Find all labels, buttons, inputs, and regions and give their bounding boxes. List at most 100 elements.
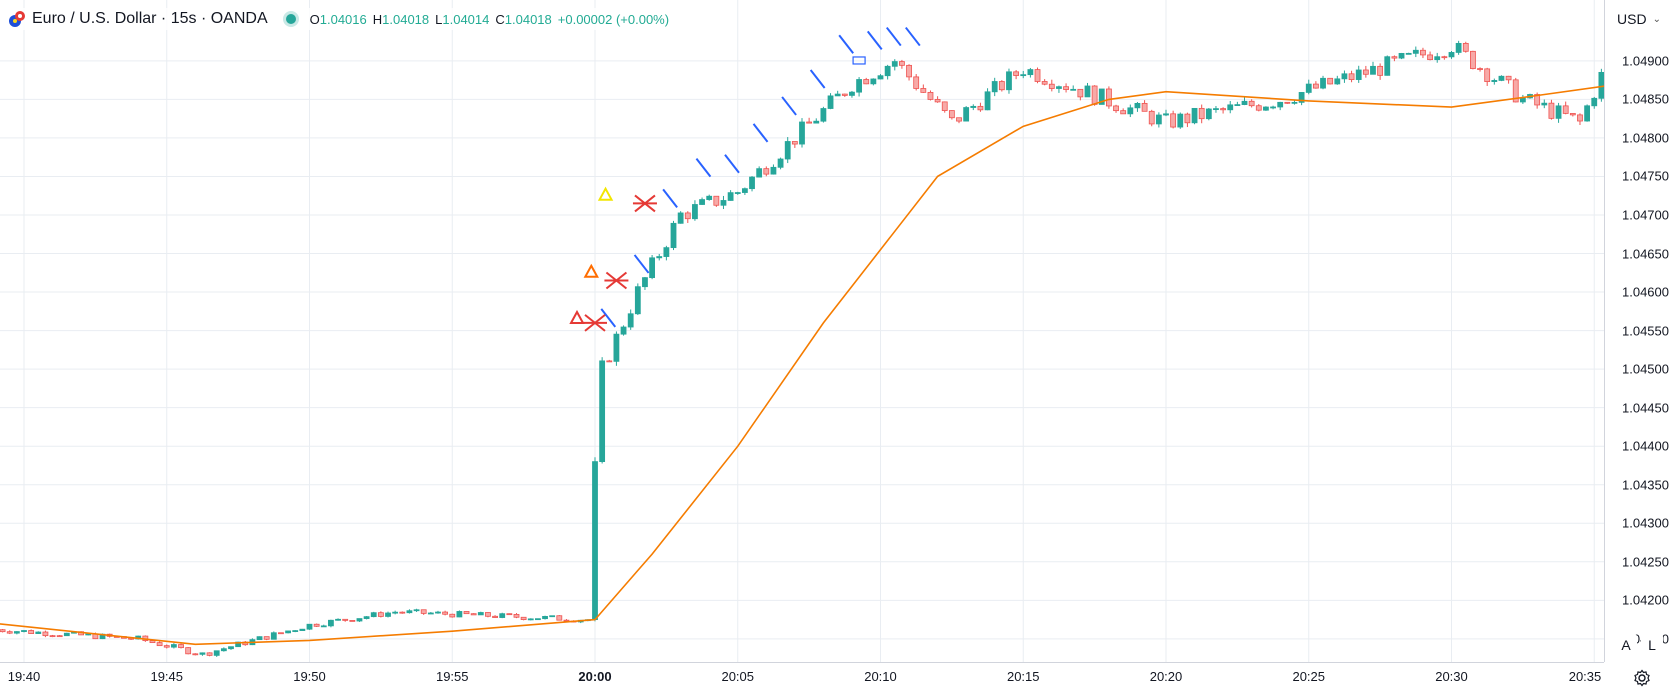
candle-body: [806, 121, 813, 124]
triangle-marker: [583, 263, 599, 278]
triangle-marker: [569, 309, 585, 325]
candle-body: [1077, 88, 1084, 98]
drawing-stroke: [695, 157, 712, 178]
candle-body: [1498, 75, 1505, 81]
time-tick-label: 20:05: [721, 669, 755, 684]
candle-body: [213, 650, 220, 656]
candle-body: [1362, 69, 1369, 75]
price-tick-label: 1.04750: [1622, 168, 1669, 184]
candle-body: [420, 609, 427, 614]
candle-body: [642, 277, 648, 288]
price-tick-label: 1.04500: [1622, 361, 1669, 377]
candle-body: [599, 360, 606, 463]
candle-body: [934, 99, 941, 103]
time-tick-label: 20:30: [1435, 669, 1468, 684]
candle-body: [1063, 86, 1069, 90]
candle-body: [1391, 56, 1398, 59]
candle-body: [377, 612, 384, 617]
candle-body: [1420, 49, 1426, 56]
candle-body: [449, 613, 456, 618]
close-value: 1.04018: [504, 11, 552, 27]
time-tick-label: 20:35: [1568, 669, 1602, 684]
currency-selector[interactable]: USD ⌄: [1613, 6, 1667, 32]
time-tick-label: 19:55: [435, 669, 469, 684]
candle-body: [1270, 106, 1276, 109]
candle-body: [1191, 107, 1198, 124]
candle-body: [485, 612, 491, 617]
candle-body: [1427, 54, 1433, 61]
price-tick-label: 1.04850: [1622, 91, 1669, 107]
drawing-stroke: [662, 188, 678, 209]
candle-body: [1320, 77, 1326, 89]
candle-body: [220, 648, 227, 652]
candle-body: [692, 204, 698, 220]
candle-body: [513, 614, 520, 618]
candle-body: [292, 630, 299, 632]
chart-pane[interactable]: Euro / U.S. Dollar · 15s · OANDA O 1.0401…: [0, 0, 1604, 663]
candle-body: [163, 645, 170, 648]
candle-body: [1441, 56, 1448, 59]
candle-body: [1484, 68, 1491, 82]
high-value: 1.04018: [382, 11, 430, 27]
candle-body: [156, 642, 163, 647]
candle-body: [998, 81, 1005, 91]
candle-body: [813, 120, 820, 124]
price-scale[interactable]: USD ⌄ 1.04900 1.04850 1.04800 1.04750 1.0470…: [1604, 0, 1674, 662]
time-tick-label: 19:45: [150, 669, 184, 684]
drawing-stroke: [885, 26, 902, 47]
price-chart[interactable]: [0, 0, 1604, 662]
candle-body: [1113, 105, 1119, 112]
candle-body: [1384, 56, 1391, 76]
candle-body: [1134, 102, 1141, 109]
candle-body: [349, 620, 356, 622]
market-status-icon[interactable]: [285, 14, 296, 24]
candle-body: [1084, 85, 1091, 98]
time-axis[interactable]: 19:40 19:45 19:50 19:55 20:00 20:05 20:10 20:15…: [0, 663, 1604, 694]
candle-body: [834, 93, 841, 97]
candle-body: [1056, 86, 1062, 89]
candle-body: [1398, 52, 1405, 59]
candle-body: [42, 631, 49, 637]
candle-body: [649, 257, 655, 279]
candle-body: [592, 461, 598, 621]
candle-body: [170, 644, 177, 648]
symbol-title[interactable]: Euro / U.S. Dollar · 15s · OANDA: [32, 10, 268, 27]
open-value: 1.04016: [319, 11, 367, 27]
drawing-stroke: [866, 30, 883, 51]
candle-body: [199, 652, 206, 655]
candle-body: [927, 91, 934, 100]
candle-body: [363, 616, 370, 619]
candle-body: [1098, 88, 1105, 105]
candle-body: [706, 195, 713, 200]
candle-body: [756, 168, 763, 178]
candle-body: [6, 631, 13, 634]
drawing-stroke: [724, 154, 740, 174]
candle-body: [1298, 92, 1305, 103]
candle-body: [1120, 110, 1127, 115]
candle-body: [1220, 108, 1226, 111]
gear-icon[interactable]: [1632, 668, 1652, 688]
candle-body: [285, 630, 291, 634]
candle-body: [1263, 106, 1269, 111]
log-scale-button[interactable]: L: [1641, 634, 1663, 656]
candle-body: [1141, 102, 1148, 112]
candle-body: [1562, 105, 1569, 114]
candle-body: [435, 611, 441, 614]
drawing-box: [852, 56, 866, 65]
candle-body: [1277, 101, 1284, 108]
candle-body: [313, 623, 320, 627]
drawing-stroke: [781, 96, 797, 116]
candle-body: [492, 615, 498, 618]
candle-body: [1091, 85, 1098, 105]
candle-body: [727, 192, 734, 201]
candle-body: [1170, 113, 1177, 128]
candle-body: [1455, 42, 1462, 53]
candle-body: [941, 101, 948, 111]
drawing-stroke: [633, 254, 650, 274]
high-key: H: [372, 11, 383, 27]
candle-body: [1020, 74, 1027, 77]
time-tick-label: 20:20: [1149, 669, 1183, 684]
auto-scale-button[interactable]: A: [1615, 634, 1637, 656]
candle-body: [1284, 101, 1291, 104]
candle-body: [656, 256, 663, 259]
